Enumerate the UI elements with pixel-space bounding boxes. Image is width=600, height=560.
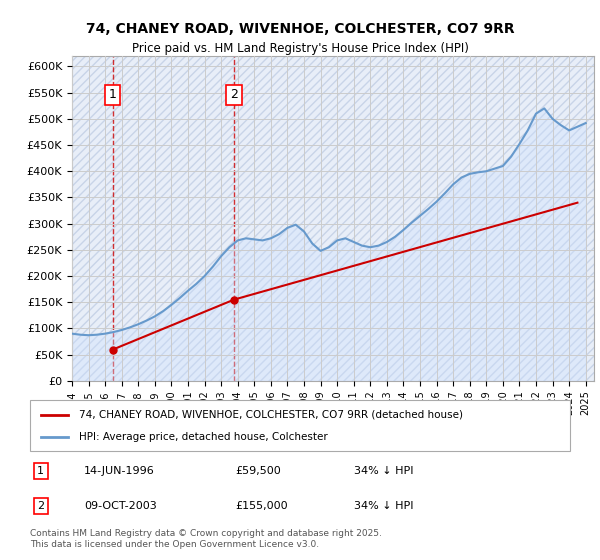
- Text: 14-JUN-1996: 14-JUN-1996: [84, 466, 155, 476]
- Text: 09-OCT-2003: 09-OCT-2003: [84, 501, 157, 511]
- Text: 1: 1: [109, 88, 116, 101]
- Text: 2: 2: [37, 501, 44, 511]
- Text: 34% ↓ HPI: 34% ↓ HPI: [354, 466, 413, 476]
- Text: 1: 1: [37, 466, 44, 476]
- Text: 74, CHANEY ROAD, WIVENHOE, COLCHESTER, CO7 9RR (detached house): 74, CHANEY ROAD, WIVENHOE, COLCHESTER, C…: [79, 409, 463, 419]
- FancyBboxPatch shape: [30, 400, 570, 451]
- Text: £59,500: £59,500: [235, 466, 281, 476]
- Text: 2: 2: [230, 88, 238, 101]
- Text: HPI: Average price, detached house, Colchester: HPI: Average price, detached house, Colc…: [79, 432, 328, 442]
- Text: 74, CHANEY ROAD, WIVENHOE, COLCHESTER, CO7 9RR: 74, CHANEY ROAD, WIVENHOE, COLCHESTER, C…: [86, 22, 514, 36]
- Text: 34% ↓ HPI: 34% ↓ HPI: [354, 501, 413, 511]
- Text: Price paid vs. HM Land Registry's House Price Index (HPI): Price paid vs. HM Land Registry's House …: [131, 42, 469, 55]
- Text: Contains HM Land Registry data © Crown copyright and database right 2025.
This d: Contains HM Land Registry data © Crown c…: [30, 529, 382, 549]
- Text: £155,000: £155,000: [235, 501, 288, 511]
